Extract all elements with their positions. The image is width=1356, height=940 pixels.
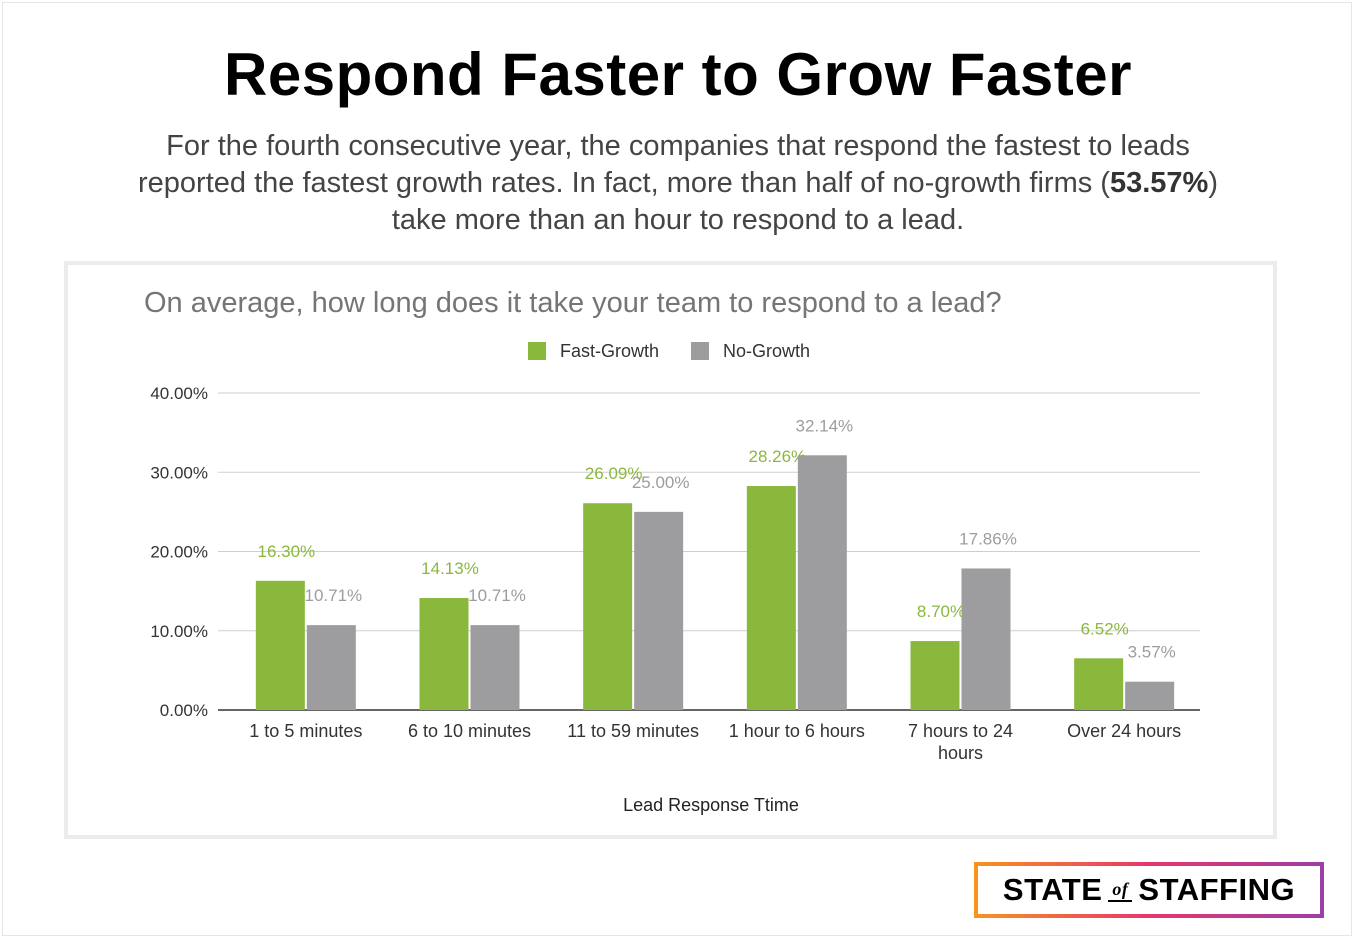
subtitle-text-start: For the fourth consecutive year, the com…	[138, 130, 1190, 199]
bar-fast-growth	[419, 598, 469, 710]
data-label-fast-growth: 6.52%	[1081, 619, 1129, 638]
subtitle-text-end: ) take more than an hour to respond to a…	[391, 167, 1218, 236]
logo-word-state: STATE	[1002, 872, 1103, 907]
y-tick-label: 0.00%	[160, 701, 208, 720]
x-tick-label: 7 hours to 24	[908, 721, 1013, 741]
data-label-fast-growth: 14.13%	[421, 559, 479, 578]
bar-fast-growth	[746, 486, 796, 710]
page-subtitle: For the fourth consecutive year, the com…	[120, 128, 1236, 239]
x-tick-label: 6 to 10 minutes	[408, 721, 531, 741]
y-tick-label: 10.00%	[150, 622, 208, 641]
data-label-fast-growth: 28.26%	[748, 447, 806, 466]
bar-fast-growth	[255, 580, 305, 710]
y-tick-label: 40.00%	[150, 384, 208, 403]
subtitle-highlight-value: 53.57%	[1109, 167, 1209, 199]
chart-card: On average, how long does it take your t…	[64, 261, 1277, 839]
logo-word-staffing: STAFFING	[1138, 872, 1296, 907]
x-axis-label: Lead Response Ttime	[623, 795, 799, 815]
x-tick-label: 11 to 59 minutes	[567, 721, 699, 741]
logo-word-of: of	[1108, 879, 1133, 902]
bar-no-growth	[634, 511, 684, 710]
x-tick-label: Over 24 hours	[1067, 721, 1181, 741]
bar-no-growth	[306, 625, 356, 710]
bar-no-growth	[961, 568, 1011, 710]
data-label-no-growth: 10.71%	[468, 586, 526, 605]
state-of-staffing-logo: STATE of STAFFING	[974, 862, 1324, 918]
data-label-no-growth: 10.71%	[304, 586, 362, 605]
x-tick-label: 1 to 5 minutes	[249, 721, 362, 741]
bar-no-growth	[470, 625, 520, 710]
bar-no-growth	[1125, 681, 1175, 710]
bar-fast-growth	[910, 641, 960, 710]
legend-swatch-no-growth	[691, 342, 709, 360]
data-label-fast-growth: 26.09%	[585, 464, 643, 483]
chart-title: On average, how long does it take your t…	[144, 287, 1002, 319]
legend-swatch-fast-growth	[528, 342, 546, 360]
bar-fast-growth	[583, 503, 633, 710]
bar-fast-growth	[1074, 658, 1124, 710]
data-label-no-growth: 3.57%	[1128, 643, 1176, 662]
legend-label-no-growth: No-Growth	[723, 341, 810, 361]
x-tick-label: 1 hour to 6 hours	[729, 721, 865, 741]
page-title: Respond Faster to Grow Faster	[224, 41, 1132, 108]
data-label-no-growth: 17.86%	[959, 529, 1017, 548]
data-label-no-growth: 32.14%	[795, 416, 853, 435]
bar-no-growth	[797, 455, 847, 710]
data-label-no-growth: 25.00%	[632, 473, 690, 492]
legend-label-fast-growth: Fast-Growth	[560, 341, 659, 361]
y-tick-label: 30.00%	[150, 463, 208, 482]
data-label-fast-growth: 8.70%	[917, 602, 965, 621]
y-tick-label: 20.00%	[150, 543, 208, 562]
data-label-fast-growth: 16.30%	[257, 542, 315, 561]
bar-chart: On average, how long does it take your t…	[144, 287, 1200, 815]
x-tick-label: hours	[938, 743, 983, 763]
